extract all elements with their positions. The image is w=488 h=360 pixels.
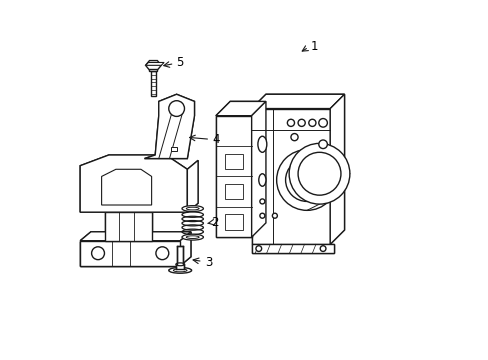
Polygon shape (144, 94, 194, 158)
Bar (224, 184, 242, 199)
Polygon shape (105, 203, 162, 212)
Bar (151, 71, 156, 96)
Bar (224, 154, 242, 169)
Circle shape (318, 140, 326, 149)
Polygon shape (145, 60, 161, 70)
Ellipse shape (168, 267, 191, 273)
Bar (216, 116, 251, 237)
Bar (105, 212, 151, 241)
Circle shape (276, 150, 337, 210)
Polygon shape (145, 63, 164, 65)
Bar (177, 246, 183, 264)
Circle shape (298, 119, 305, 126)
Polygon shape (180, 232, 190, 266)
Text: 5: 5 (176, 56, 183, 69)
Circle shape (287, 119, 294, 126)
Circle shape (259, 213, 264, 218)
Bar (171, 147, 176, 152)
Circle shape (156, 247, 168, 260)
Polygon shape (80, 232, 190, 241)
Polygon shape (187, 160, 198, 212)
Circle shape (290, 134, 298, 141)
Polygon shape (180, 232, 190, 266)
Ellipse shape (182, 206, 203, 212)
Circle shape (168, 101, 184, 116)
Bar (251, 244, 333, 253)
Ellipse shape (186, 207, 199, 210)
Polygon shape (329, 94, 344, 244)
Ellipse shape (258, 174, 265, 186)
Polygon shape (102, 169, 151, 205)
Bar (251, 109, 329, 244)
Polygon shape (80, 155, 187, 212)
Polygon shape (216, 102, 265, 116)
Bar (251, 109, 329, 244)
Ellipse shape (176, 263, 184, 266)
Polygon shape (80, 241, 180, 266)
Ellipse shape (298, 152, 340, 195)
Polygon shape (80, 155, 187, 212)
Text: 1: 1 (310, 40, 317, 53)
Polygon shape (251, 102, 265, 237)
Polygon shape (80, 232, 190, 241)
Circle shape (91, 247, 104, 260)
Circle shape (255, 246, 261, 251)
Polygon shape (216, 102, 265, 116)
Ellipse shape (257, 136, 266, 152)
Polygon shape (251, 94, 344, 109)
Ellipse shape (182, 234, 203, 240)
Circle shape (318, 118, 326, 127)
Polygon shape (105, 203, 162, 212)
Text: 4: 4 (212, 134, 219, 147)
Ellipse shape (173, 269, 187, 272)
Circle shape (272, 213, 277, 218)
Polygon shape (329, 94, 344, 244)
Text: 3: 3 (204, 256, 212, 269)
Polygon shape (251, 102, 265, 237)
Bar (149, 68, 157, 71)
Bar (80, 241, 180, 266)
Bar (216, 116, 251, 237)
Ellipse shape (186, 236, 199, 238)
Ellipse shape (288, 143, 349, 204)
Circle shape (285, 158, 328, 202)
Polygon shape (251, 94, 344, 109)
Bar (80, 241, 180, 266)
Circle shape (308, 119, 315, 126)
Polygon shape (144, 94, 194, 158)
Bar (176, 264, 184, 269)
Bar (105, 212, 151, 241)
Polygon shape (187, 160, 198, 212)
Circle shape (320, 246, 325, 251)
Text: 2: 2 (211, 216, 219, 229)
Bar (251, 244, 333, 253)
Bar (224, 215, 242, 230)
Circle shape (259, 199, 264, 204)
